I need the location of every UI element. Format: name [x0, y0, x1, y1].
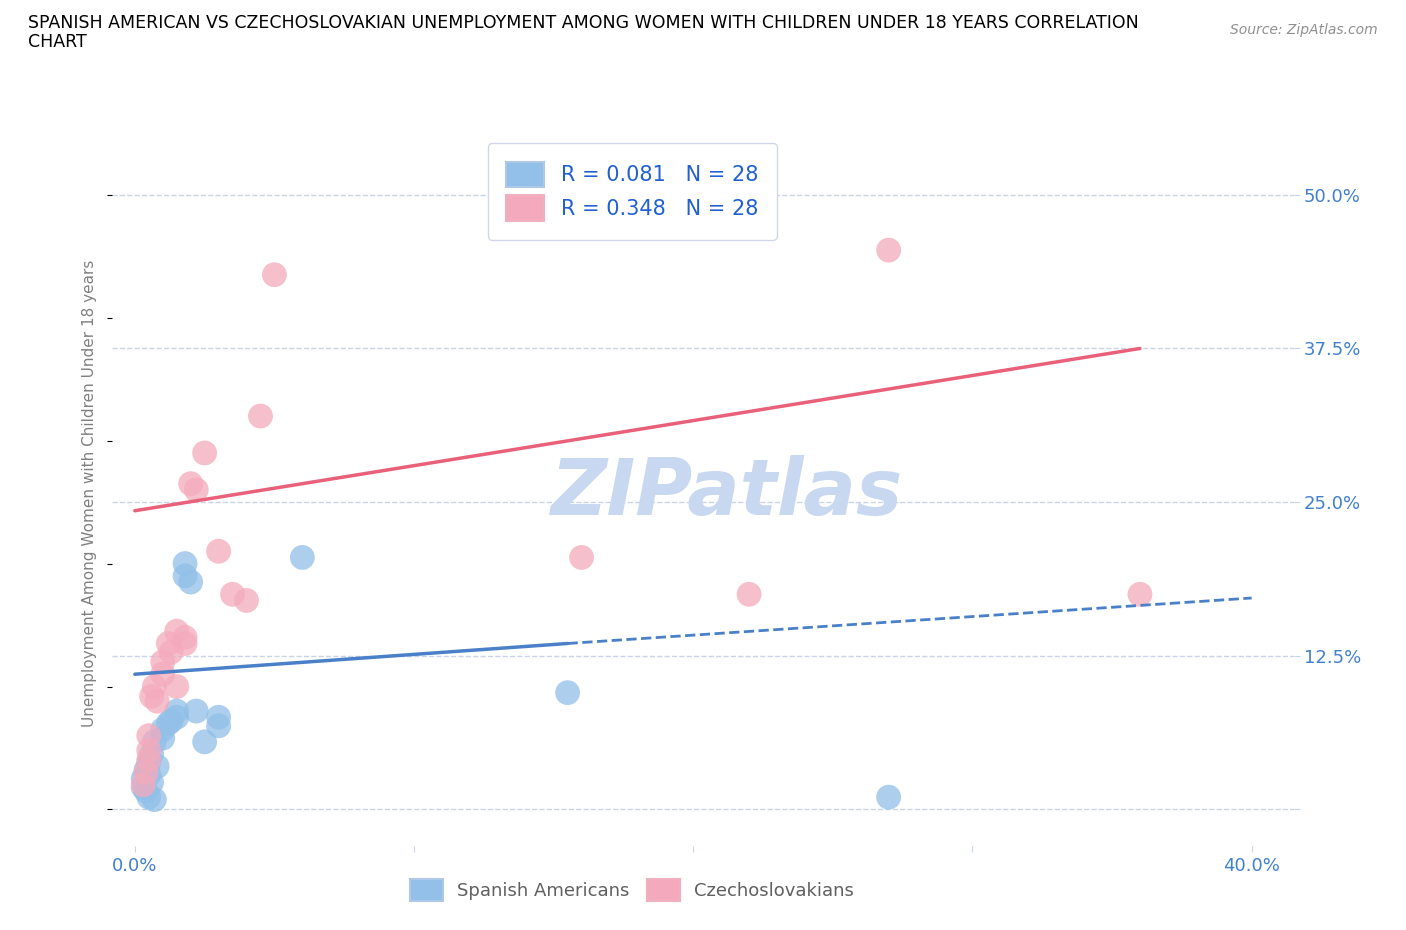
- Point: [174, 568, 197, 583]
- Point: [166, 710, 188, 724]
- Point: [138, 767, 160, 782]
- Point: [143, 679, 166, 694]
- Point: [138, 790, 160, 804]
- Point: [132, 780, 155, 795]
- Point: [166, 624, 188, 639]
- Point: [141, 775, 163, 790]
- Point: [135, 784, 157, 799]
- Point: [132, 777, 155, 792]
- Legend: Spanish Americans, Czechoslovakians: Spanish Americans, Czechoslovakians: [402, 871, 862, 908]
- Point: [141, 747, 163, 762]
- Point: [1129, 587, 1152, 602]
- Point: [249, 408, 271, 423]
- Point: [207, 710, 229, 724]
- Point: [160, 713, 183, 728]
- Point: [152, 655, 174, 670]
- Point: [180, 476, 202, 491]
- Text: SPANISH AMERICAN VS CZECHOSLOVAKIAN UNEMPLOYMENT AMONG WOMEN WITH CHILDREN UNDER: SPANISH AMERICAN VS CZECHOSLOVAKIAN UNEM…: [28, 14, 1139, 32]
- Point: [877, 243, 900, 258]
- Point: [152, 731, 174, 746]
- Point: [152, 722, 174, 737]
- Point: [141, 689, 163, 704]
- Text: ZIPatlas: ZIPatlas: [551, 455, 903, 531]
- Point: [160, 644, 183, 659]
- Point: [207, 544, 229, 559]
- Point: [138, 743, 160, 758]
- Point: [207, 718, 229, 733]
- Point: [174, 630, 197, 644]
- Point: [146, 694, 169, 709]
- Point: [166, 679, 188, 694]
- Point: [132, 771, 155, 786]
- Point: [138, 755, 160, 770]
- Point: [186, 483, 208, 498]
- Point: [146, 759, 169, 774]
- Text: Source: ZipAtlas.com: Source: ZipAtlas.com: [1230, 23, 1378, 37]
- Point: [194, 735, 217, 750]
- Point: [557, 685, 579, 700]
- Point: [291, 550, 314, 565]
- Point: [174, 636, 197, 651]
- Point: [174, 556, 197, 571]
- Point: [571, 550, 593, 565]
- Point: [738, 587, 761, 602]
- Point: [157, 636, 180, 651]
- Point: [235, 593, 257, 608]
- Point: [143, 735, 166, 750]
- Y-axis label: Unemployment Among Women with Children Under 18 years: Unemployment Among Women with Children U…: [82, 259, 97, 726]
- Point: [221, 587, 243, 602]
- Point: [138, 728, 160, 743]
- Point: [143, 792, 166, 807]
- Point: [166, 704, 188, 719]
- Text: CHART: CHART: [28, 33, 87, 50]
- Point: [135, 765, 157, 780]
- Point: [877, 790, 900, 804]
- Point: [138, 752, 160, 767]
- Point: [152, 667, 174, 682]
- Point: [157, 716, 180, 731]
- Point: [263, 267, 285, 282]
- Point: [194, 445, 217, 460]
- Point: [135, 763, 157, 777]
- Point: [186, 704, 208, 719]
- Point: [180, 575, 202, 590]
